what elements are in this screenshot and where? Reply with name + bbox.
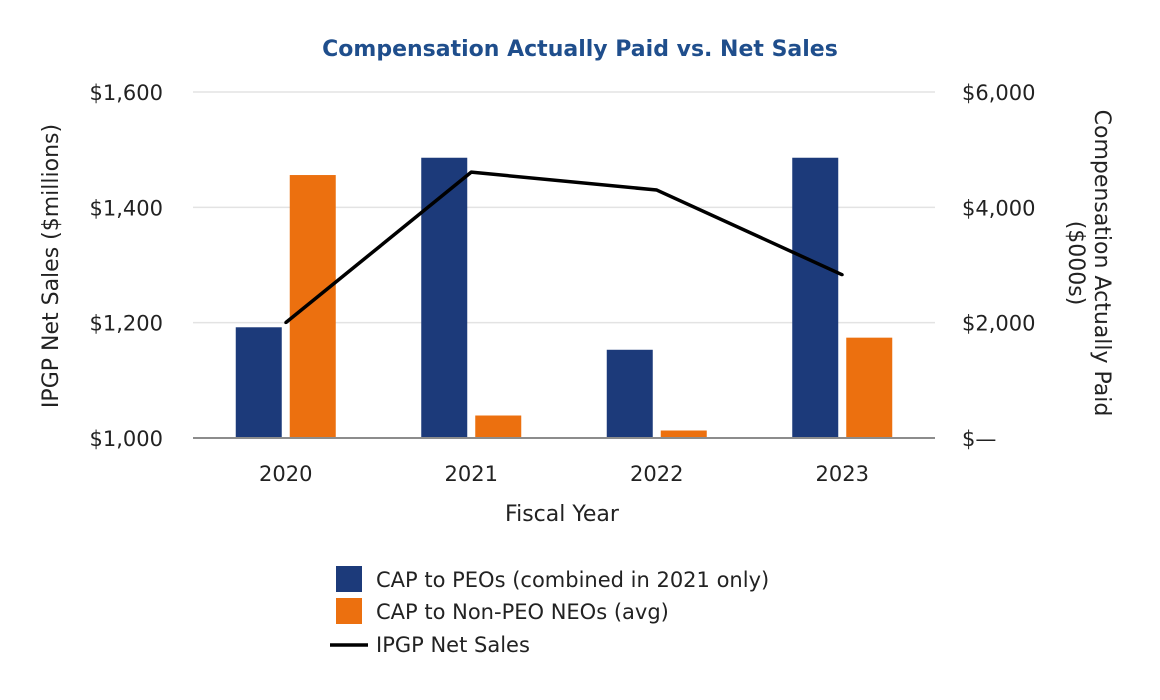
left-tick-label: $1,200	[90, 312, 163, 336]
bar-peo-2022	[606, 349, 653, 438]
legend-swatch-non-peo	[336, 598, 362, 624]
x-tick-label: 2020	[259, 462, 312, 486]
right-tick-label: $4,000	[962, 196, 1035, 220]
x-tick-label: 2023	[816, 462, 869, 486]
right-axis-label: Compensation Actually Paid ($000s)	[1063, 110, 1114, 417]
net-sales-point-2020	[284, 321, 288, 325]
bar-non-peo-2021	[475, 415, 522, 438]
x-tick-label: 2021	[445, 462, 498, 486]
x-axis-label: Fiscal Year	[505, 502, 620, 527]
bar-non-peo-2022	[660, 430, 707, 438]
line-series	[284, 170, 844, 325]
right-tick-label: $—	[962, 427, 996, 451]
left-tick-label: $1,600	[90, 81, 163, 105]
legend: CAP to PEOs (combined in 2021 only) CAP …	[330, 566, 769, 657]
legend-swatch-peo	[336, 566, 362, 592]
right-tick-label: $2,000	[962, 312, 1035, 336]
right-tick-label: $6,000	[962, 81, 1035, 105]
bar-peo-2023	[792, 157, 839, 439]
legend-label-net-sales: IPGP Net Sales	[376, 633, 530, 657]
bar-peo-2021	[421, 157, 468, 439]
left-tick-label: $1,000	[90, 427, 163, 451]
bar-non-peo-2023	[846, 337, 893, 438]
legend-label-peo: CAP to PEOs (combined in 2021 only)	[376, 568, 769, 592]
bar-peo-2020	[235, 327, 282, 438]
axes: $1,000 $1,200 $1,400 $1,600 $— $2,000 $4,000 $6…	[90, 81, 1036, 486]
left-tick-label: $1,400	[90, 196, 163, 220]
net-sales-line	[284, 170, 843, 325]
chart-title: Compensation Actually Paid vs. Net Sales	[322, 37, 838, 62]
net-sales-point-2022	[655, 188, 659, 192]
right-axis-label-line-1: Compensation Actually Paid	[1089, 110, 1114, 417]
net-sales-point-2021	[469, 170, 473, 174]
bar-non-peo-2020	[289, 175, 336, 439]
right-axis-label-line-2: ($000s)	[1063, 221, 1088, 306]
x-tick-label: 2022	[630, 462, 683, 486]
left-axis-label: IPGP Net Sales ($millions)	[39, 124, 64, 408]
bars	[235, 157, 893, 439]
legend-label-non-peo: CAP to Non-PEO NEOs (avg)	[376, 600, 669, 624]
net-sales-point-2023	[840, 273, 844, 277]
